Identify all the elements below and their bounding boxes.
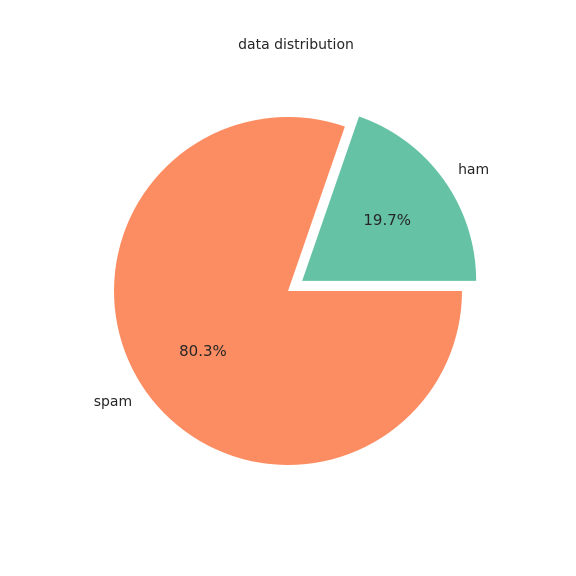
- slices-layer: [114, 116, 477, 466]
- chart-title: data distribution: [238, 37, 354, 53]
- labels-layer: ham 19.7% spam 80.3%: [94, 162, 489, 410]
- slice-label-ham: ham: [458, 162, 489, 178]
- pct-label-ham: 19.7%: [363, 211, 411, 229]
- pie-slice-ham: [302, 116, 477, 281]
- pct-label-spam: 80.3%: [179, 342, 227, 360]
- slice-label-spam: spam: [94, 394, 132, 410]
- pie-slice-spam: [114, 117, 462, 466]
